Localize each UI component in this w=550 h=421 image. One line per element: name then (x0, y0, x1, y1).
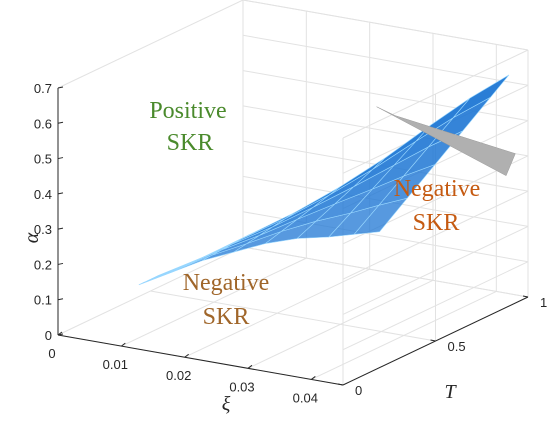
x-tick-label: 0.01 (103, 357, 128, 372)
cutoff-plane-shape (376, 106, 516, 177)
y-tick-mark-0 (337, 383, 344, 386)
z-tick-mark-6 (57, 121, 64, 124)
grid-line-back-z-6 (242, 34, 529, 86)
z-tick-mark-7 (57, 86, 64, 89)
x-tick-label: 0.02 (166, 368, 191, 383)
grid-line-floor-t-1 (150, 290, 436, 342)
region-positive-line2: SKR (167, 130, 214, 156)
region-negative-right-line1: Negative (394, 176, 481, 202)
x-tick-mark-4 (311, 376, 316, 380)
x-tick-label: 0.03 (229, 379, 254, 394)
x-tick-mark-3 (247, 364, 253, 369)
z-tick-label: 0.1 (34, 293, 52, 308)
z-tick-label: 0.2 (34, 257, 52, 272)
x-tick-label: 0 (48, 346, 55, 361)
grid-line-back-z-5 (242, 70, 529, 122)
box-edge-top-left (57, 0, 244, 89)
y-tick-label: 1 (540, 295, 547, 310)
grid-line-floor-t-2 (242, 246, 529, 298)
region-positive-skr: Positive SKR (149, 98, 226, 156)
y-axis-label: T (444, 381, 457, 403)
region-negative-bottom-line2: SKR (203, 304, 250, 330)
z-tick-label: 0.5 (34, 152, 52, 167)
z-axis-label: α (21, 232, 43, 243)
region-negative-right-line2: SKR (413, 210, 460, 236)
region-positive-line1: Positive (149, 98, 226, 124)
x-axis-label: ξ (222, 393, 231, 415)
y-tick-mark-1 (430, 339, 436, 342)
x-tick-mark-1 (121, 342, 126, 347)
cutoff-plane (376, 106, 516, 177)
x-tick-label: 0.04 (293, 390, 318, 405)
y-tick-label: 0.5 (448, 339, 466, 354)
z-tick-mark-5 (57, 157, 64, 160)
x-tick-mark-2 (184, 353, 189, 358)
z-tick-label: 0.7 (34, 81, 52, 96)
tick-labels: 0 0.1 0.2 0.3 0.4 0.5 0.6 0.7 0 0.01 0.02 0.03 0.04 0… (34, 81, 547, 405)
region-negative-bottom-line1: Negative (183, 270, 270, 296)
z-tick-label: 0.6 (34, 116, 52, 131)
y-tick-label: 0 (355, 383, 362, 398)
surface-cell (453, 74, 510, 118)
z-tick-mark-4 (57, 192, 64, 195)
y-tick-mark-2 (522, 295, 529, 298)
z-tick-label: 0.3 (34, 222, 52, 237)
z-tick-mark-3 (57, 227, 64, 230)
surface-mesh (138, 74, 510, 286)
z-tick-label: 0.4 (34, 187, 52, 202)
region-negative-skr-right: Negative SKR (394, 176, 481, 236)
surface-cell (202, 243, 248, 261)
axes-box (57, 0, 529, 386)
z-tick-label: 0 (45, 328, 52, 343)
box-edge-top-back (242, 0, 529, 51)
x-tick-mark-0 (57, 331, 63, 336)
z-tick-mark-1 (57, 298, 64, 301)
z-tick-mark-2 (57, 262, 64, 265)
x-axis-line (57, 334, 344, 386)
region-negative-skr-bottom: Negative SKR (183, 270, 270, 330)
